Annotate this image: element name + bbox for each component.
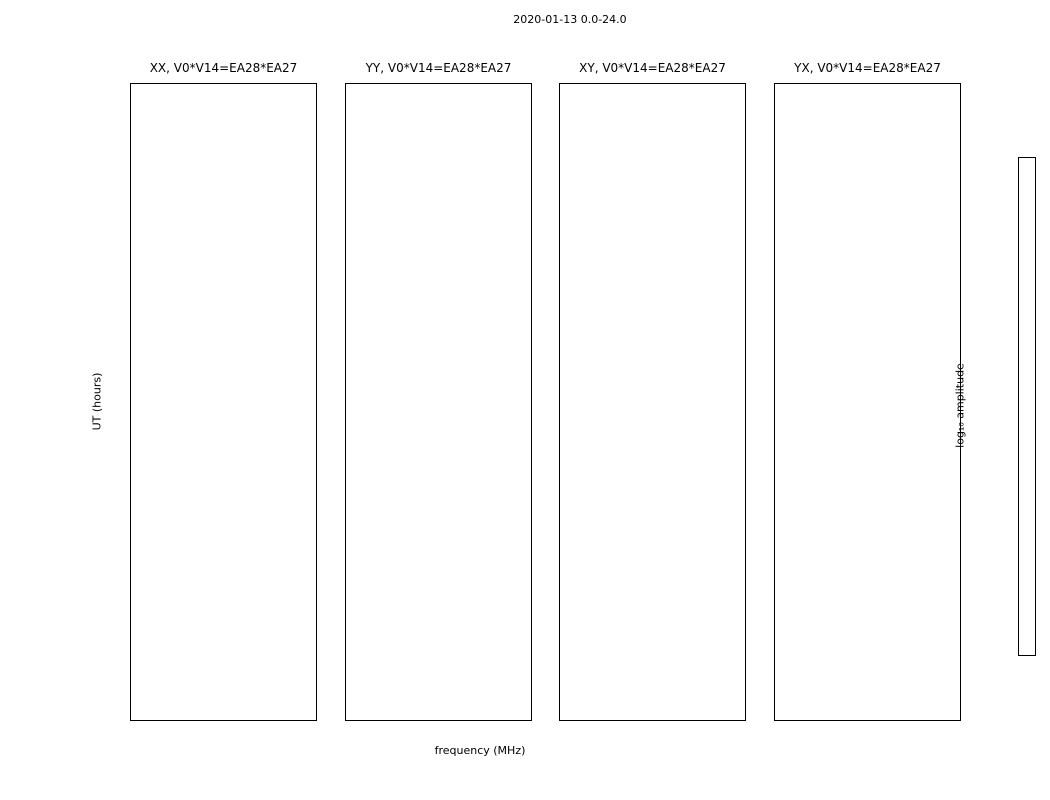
spectrogram-panel-xy: XY, V0*V14=EA28*EA27 bbox=[559, 61, 746, 721]
spectrogram-canvas-xx bbox=[131, 84, 316, 720]
spectrogram-canvas-yx bbox=[775, 84, 960, 720]
panel-title-xy: XY, V0*V14=EA28*EA27 bbox=[579, 61, 726, 75]
spectrogram-panel-yx: YX, V0*V14=EA28*EA27 bbox=[774, 61, 961, 721]
x-axis-label: frequency (MHz) bbox=[434, 744, 526, 757]
spectrogram-canvas-yy bbox=[346, 84, 531, 720]
spectrogram-canvas-xy bbox=[560, 84, 745, 720]
panel-title-yx: YX, V0*V14=EA28*EA27 bbox=[794, 61, 941, 75]
colorbar bbox=[1018, 157, 1036, 656]
panel-title-yy: YY, V0*V14=EA28*EA27 bbox=[365, 61, 512, 75]
spectrogram-panel-xx: XX, V0*V14=EA28*EA27 bbox=[130, 61, 317, 721]
y-axis-label: UT (hours) bbox=[90, 372, 104, 431]
colorbar-canvas bbox=[1019, 158, 1035, 655]
colorbar-axis-label: log₁₀ amplitude bbox=[953, 363, 967, 448]
spectrogram-panel-yy: YY, V0*V14=EA28*EA27 bbox=[345, 61, 532, 721]
panel-title-xx: XX, V0*V14=EA28*EA27 bbox=[149, 61, 298, 75]
figure-title: 2020-01-13 0.0-24.0 bbox=[513, 13, 627, 26]
